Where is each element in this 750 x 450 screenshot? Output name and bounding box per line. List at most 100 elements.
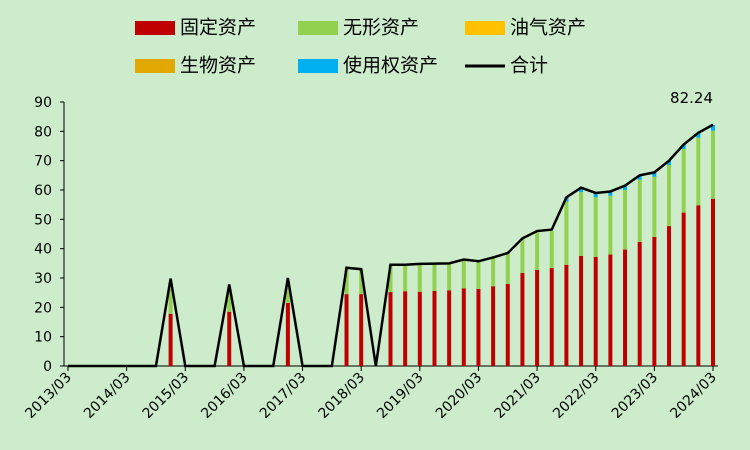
legend-swatch bbox=[298, 59, 338, 73]
x-tick-label: 2024/03 bbox=[667, 370, 719, 422]
bar bbox=[593, 197, 598, 257]
bar bbox=[227, 311, 232, 366]
y-tick-label: 70 bbox=[34, 154, 52, 170]
bar bbox=[505, 253, 510, 284]
bar bbox=[696, 132, 701, 138]
bar bbox=[564, 201, 569, 265]
bar bbox=[403, 291, 408, 366]
bar bbox=[593, 256, 598, 366]
bar bbox=[520, 273, 525, 366]
bar bbox=[168, 288, 173, 314]
bar bbox=[637, 241, 642, 366]
bar bbox=[652, 176, 657, 237]
x-tick-label: 2021/03 bbox=[491, 370, 543, 422]
bar bbox=[711, 198, 715, 366]
x-tick-label: 2020/03 bbox=[433, 370, 485, 422]
value-label: 82.24 bbox=[670, 89, 713, 107]
bar bbox=[388, 264, 393, 293]
bar bbox=[579, 187, 584, 193]
y-tick-label: 90 bbox=[34, 95, 52, 111]
bar bbox=[667, 226, 672, 366]
bar bbox=[461, 288, 466, 366]
bar bbox=[564, 264, 569, 366]
bar bbox=[696, 205, 701, 366]
y-tick-label: 60 bbox=[34, 183, 52, 199]
bar bbox=[417, 263, 422, 292]
x-tick-label: 2018/03 bbox=[316, 370, 368, 422]
bar bbox=[432, 263, 437, 291]
x-tick-label: 2019/03 bbox=[374, 370, 426, 422]
bar bbox=[491, 286, 496, 366]
bar bbox=[623, 185, 628, 190]
bar bbox=[667, 165, 672, 227]
bar bbox=[447, 263, 452, 291]
bar bbox=[535, 269, 540, 366]
bar bbox=[476, 261, 481, 289]
bar bbox=[432, 290, 437, 366]
bar bbox=[549, 268, 554, 366]
y-tick-label: 40 bbox=[34, 242, 52, 258]
x-tick-label: 2022/03 bbox=[550, 370, 602, 422]
legend-label: 固定资产 bbox=[180, 17, 256, 39]
bar bbox=[388, 292, 393, 366]
bar bbox=[623, 249, 628, 366]
x-tick-label: 2015/03 bbox=[140, 370, 192, 422]
bar bbox=[623, 190, 628, 250]
bar bbox=[476, 288, 481, 366]
legend-label: 油气资产 bbox=[510, 17, 586, 39]
legend-swatch bbox=[465, 21, 505, 35]
bar bbox=[579, 192, 584, 256]
x-tick-label: 2017/03 bbox=[257, 370, 309, 422]
bar bbox=[344, 267, 349, 295]
bar bbox=[535, 232, 540, 270]
x-tick-label: 2013/03 bbox=[22, 370, 74, 422]
legend-label: 生物资产 bbox=[180, 55, 256, 77]
bar bbox=[696, 137, 701, 206]
bar bbox=[652, 236, 657, 366]
total-line bbox=[68, 123, 714, 368]
bar bbox=[417, 291, 422, 366]
legend-label: 无形资产 bbox=[343, 17, 419, 39]
bar bbox=[593, 192, 598, 198]
y-tick-label: 0 bbox=[43, 359, 52, 375]
bar bbox=[711, 124, 715, 131]
bar bbox=[168, 313, 173, 366]
bar bbox=[285, 302, 290, 366]
bar bbox=[285, 283, 290, 303]
bar bbox=[505, 283, 510, 366]
bar bbox=[711, 130, 715, 199]
y-tick-label: 20 bbox=[34, 300, 52, 316]
bar bbox=[579, 256, 584, 366]
bar bbox=[637, 175, 642, 180]
bar bbox=[681, 212, 686, 366]
bar bbox=[227, 291, 232, 312]
bar bbox=[608, 254, 613, 366]
bar bbox=[681, 148, 686, 213]
x-tick-label: 2016/03 bbox=[198, 370, 250, 422]
bar bbox=[608, 191, 613, 196]
bar bbox=[608, 195, 613, 255]
x-tick-label: 2023/03 bbox=[609, 370, 661, 422]
bar bbox=[637, 179, 642, 242]
bar bbox=[461, 259, 466, 289]
y-tick-label: 30 bbox=[34, 271, 52, 287]
bar bbox=[359, 269, 364, 295]
bar bbox=[549, 231, 554, 269]
legend-label: 使用权资产 bbox=[343, 55, 438, 77]
y-tick-label: 10 bbox=[34, 330, 52, 346]
bar bbox=[359, 294, 364, 366]
bar bbox=[667, 160, 672, 166]
y-tick-label: 80 bbox=[34, 124, 52, 140]
y-tick-label: 50 bbox=[34, 212, 52, 228]
bar bbox=[520, 238, 525, 274]
bar bbox=[403, 264, 408, 292]
legend-swatch bbox=[135, 59, 175, 73]
x-tick-label: 2014/03 bbox=[81, 370, 133, 422]
legend-label: 合计 bbox=[510, 55, 548, 77]
bar bbox=[491, 257, 496, 287]
bar bbox=[681, 144, 686, 149]
bar bbox=[652, 172, 657, 177]
legend-swatch bbox=[298, 21, 338, 35]
bar bbox=[344, 294, 349, 366]
